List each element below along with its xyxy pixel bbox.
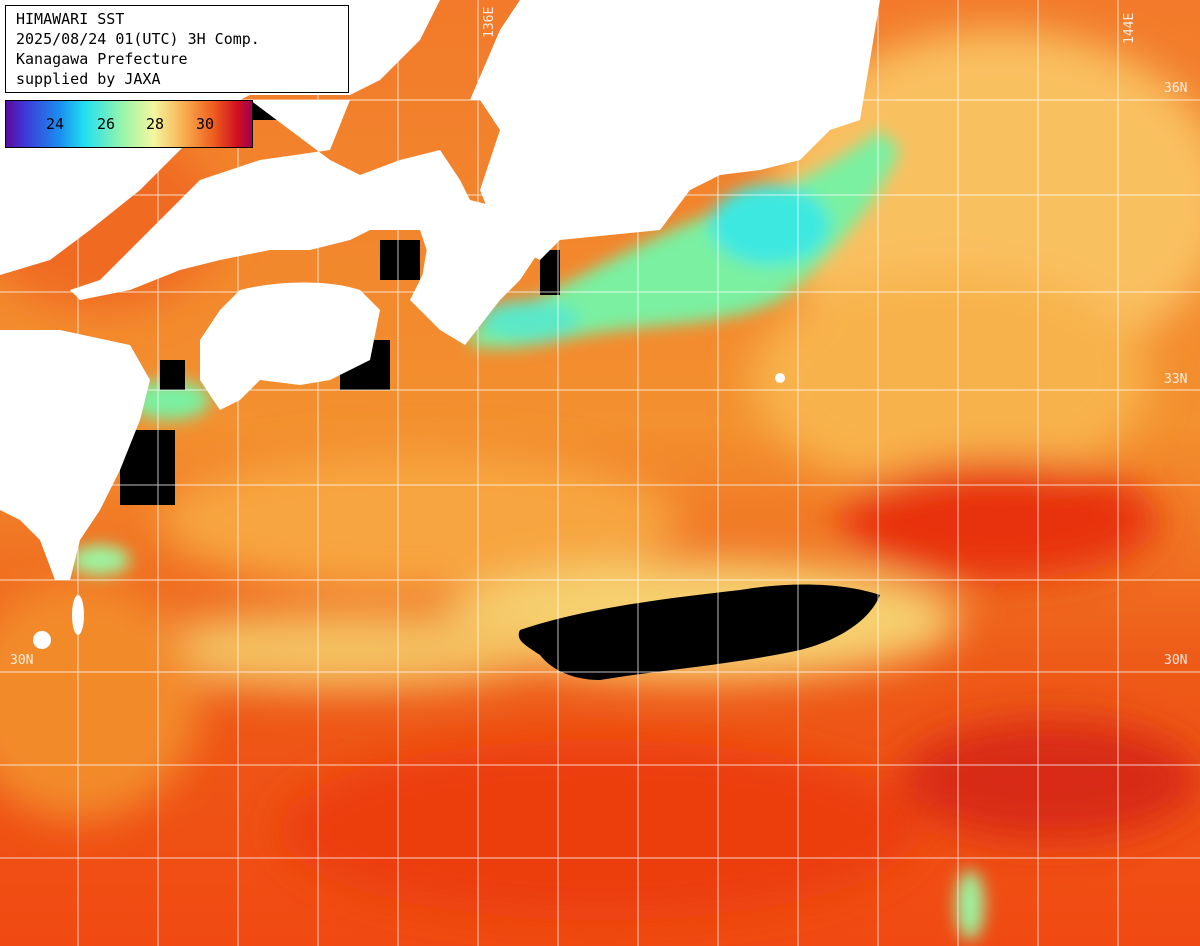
legend-tick-26: 26 <box>97 115 116 133</box>
lon-label-136e: 136E <box>482 6 497 38</box>
legend-tick-30: 30 <box>196 115 215 133</box>
lat-label-30n-left: 30N <box>10 653 34 668</box>
legend-tick-28: 28 <box>146 115 165 133</box>
date-line: 2025/08/24 01(UTC) 3H Comp. <box>16 30 260 48</box>
lat-label-30n-right: 30N <box>1164 653 1188 668</box>
credit-line: supplied by JAXA <box>16 70 161 88</box>
lat-label-36n: 36N <box>1164 81 1188 96</box>
sst-patches <box>0 30 1200 920</box>
lon-label-144e: 144E <box>1122 12 1137 44</box>
title-line: HIMAWARI SST <box>16 10 125 28</box>
legend-tick-24: 24 <box>46 115 65 133</box>
temperature-legend: 24 26 28 30 <box>5 100 253 148</box>
lat-label-33n-right: 33N <box>1164 372 1188 387</box>
info-box: HIMAWARI SST 2025/08/24 01(UTC) 3H Comp.… <box>5 5 349 93</box>
lat-label-33-left: 33 <box>10 372 26 387</box>
prefecture-line: Kanagawa Prefecture <box>16 50 188 68</box>
